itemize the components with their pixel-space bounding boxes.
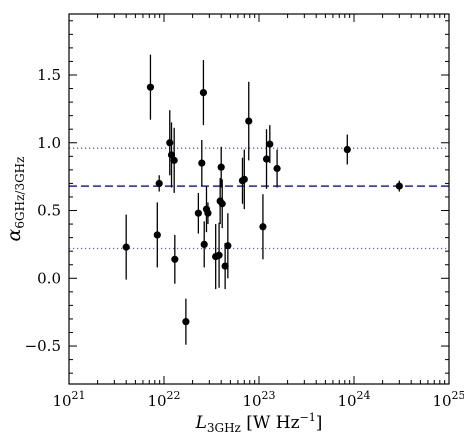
data-point-14 [204,209,212,217]
error-bars [125,54,400,345]
x-tick-label-base-3: 10 [337,392,356,410]
y-axis-label-sub: 6GHz/3GHz [13,157,27,229]
plot-frame [68,13,450,385]
data-point-7 [171,255,179,263]
x-axis-label-unit-sup: −1 [300,411,316,424]
data-point-1 [146,83,155,91]
y-tick-label-1: 0.0 [37,269,61,287]
data-point-16 [215,251,223,259]
x-tick-labels: 1021 1022 1023 1024 1025 [52,389,464,410]
data-point-5 [167,151,176,159]
x-axis-label-unit-close: ] [316,413,323,433]
axis-ticks [68,14,450,384]
data-point-23 [240,175,248,183]
data-point-6 [170,156,178,164]
x-tick-label-base-4: 10 [432,392,451,410]
data-point-18 [217,163,225,171]
y-axis-label-base: α [3,228,25,241]
data-point-24 [245,117,253,125]
data-point-19 [218,200,226,208]
x-tick-label-3: 1024 [337,389,370,410]
x-tick-label-base-2: 10 [242,392,261,410]
data-point-26 [262,155,271,163]
data-point-11 [199,89,208,97]
x-tick-label-exp-1: 22 [167,389,181,402]
data-point-29 [343,145,351,154]
x-tick-label-4: 1025 [432,389,464,410]
y-tick-label-3: 1.0 [37,134,61,152]
data-point-0 [122,243,130,251]
data-point-12 [200,240,208,249]
x-tick-label-0: 1021 [52,389,85,410]
data-point-30 [395,182,403,190]
x-axis-label-base: L [195,413,207,433]
y-tick-label-4: 1.5 [37,66,61,84]
data-point-3 [155,179,163,188]
y-axis-label: α6GHz/3GHz [3,157,27,242]
data-point-2 [153,231,161,239]
data-point-8 [182,318,190,326]
x-tick-label-base-1: 10 [147,392,166,410]
x-axis-label: L3GHz [W Hz−1] [195,411,323,435]
x-axis-label-sub: 3GHz [207,421,241,435]
data-point-25 [259,223,267,231]
x-tick-label-exp-3: 24 [357,389,371,402]
data-point-27 [266,140,274,148]
x-tick-label-exp-2: 23 [262,389,276,402]
y-tick-labels: −0.5 0.0 0.5 1.0 1.5 [25,66,61,355]
y-tick-label-0: −0.5 [25,337,61,355]
data-point-10 [198,159,206,167]
x-tick-label-2: 1023 [242,389,275,410]
x-tick-label-exp-4: 25 [452,389,464,402]
x-tick-label-exp-0: 21 [72,389,86,402]
reference-lines [69,147,449,250]
data-point-20 [221,262,229,270]
data-point-4 [166,139,174,147]
data-point-9 [194,209,202,217]
x-tick-label-base-0: 10 [52,392,71,410]
data-points [122,83,403,326]
data-point-21 [224,242,232,250]
y-tick-label-2: 0.5 [37,202,61,220]
x-axis-label-unit-open: [W Hz [241,413,300,433]
x-tick-label-1: 1022 [147,389,180,410]
data-point-28 [273,164,281,173]
